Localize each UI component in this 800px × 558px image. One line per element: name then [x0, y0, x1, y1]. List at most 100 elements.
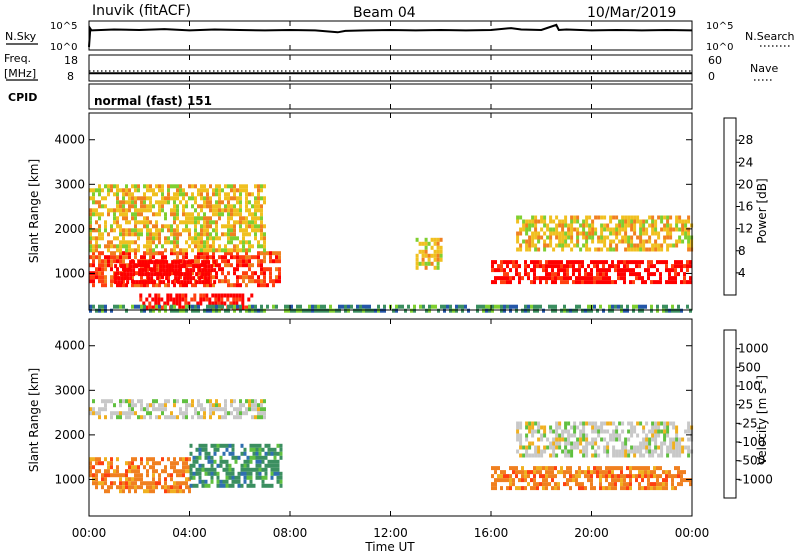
- heatmap-cell: [159, 260, 163, 265]
- heatmap-cell: [116, 248, 119, 253]
- heatmap-cell: [146, 489, 149, 494]
- heatmap-cell: [515, 486, 518, 491]
- heatmap-cell: [497, 478, 500, 483]
- heatmap-cell: [257, 208, 260, 213]
- heatmap-cell: [669, 441, 673, 446]
- heatmap-cell: [606, 223, 610, 228]
- heatmap-cell: [599, 474, 602, 479]
- heatmap-cell: [197, 248, 200, 253]
- heatmap-cell: [437, 308, 440, 313]
- heatmap-cell: [182, 192, 185, 197]
- heatmap-cell: [680, 260, 683, 265]
- heatmap-cell: [602, 268, 605, 273]
- heatmap-cell: [650, 260, 653, 265]
- heatmap-cell: [231, 451, 235, 456]
- heatmap-cell: [272, 279, 275, 284]
- heatmap-cell: [179, 489, 182, 494]
- heatmap-cell: [545, 474, 548, 479]
- heatmap-cell: [257, 240, 260, 245]
- heatmap-cell: [95, 208, 98, 213]
- heatmap-cell: [183, 280, 187, 285]
- heatmap-cell: [152, 248, 155, 253]
- heatmap-cell: [233, 399, 236, 404]
- heatmap-cell: [221, 304, 224, 309]
- heatmap-cell: [116, 271, 119, 276]
- heatmap-cell: [146, 469, 149, 474]
- heatmap-cell: [157, 301, 161, 306]
- heatmap-cell: [573, 445, 577, 450]
- heatmap-cell: [645, 231, 649, 236]
- heatmap-cell: [596, 308, 599, 313]
- heatmap-cell: [656, 268, 659, 273]
- heatmap-cell: [545, 272, 548, 277]
- heatmap-cell: [257, 403, 260, 408]
- heatmap-cell: [585, 433, 589, 438]
- heatmap-cell: [122, 283, 125, 288]
- heatmap-cell: [566, 478, 569, 483]
- heatmap-cell: [660, 445, 664, 450]
- heatmap-cell: [179, 469, 182, 474]
- heatmap-cell: [455, 304, 458, 309]
- heatmap-cell: [671, 264, 674, 269]
- heatmap-cell: [335, 308, 338, 313]
- heatmap-cell: [206, 188, 209, 193]
- heatmap-cell: [555, 421, 559, 426]
- heatmap-cell: [200, 232, 203, 237]
- heatmap-cell: [126, 272, 130, 277]
- heatmap-cell: [569, 260, 572, 265]
- heatmap-cell: [494, 466, 497, 471]
- heatmap-cell: [621, 453, 625, 458]
- heatmap-cell: [140, 263, 143, 268]
- heatmap-cell: [89, 411, 92, 416]
- heatmap-cell: [158, 204, 161, 209]
- heatmap-cell: [671, 474, 674, 479]
- heatmap-cell: [657, 425, 661, 430]
- heatmap-cell: [672, 449, 676, 454]
- heatmap-cell: [254, 196, 257, 201]
- heatmap-cell: [614, 482, 617, 487]
- heatmap-cell: [158, 236, 161, 241]
- heatmap-cell: [134, 411, 137, 416]
- heatmap-cell: [155, 244, 158, 249]
- heatmap-cell: [249, 459, 253, 464]
- heatmap-cell: [433, 253, 437, 258]
- heatmap-cell: [128, 192, 131, 197]
- heatmap-cell: [654, 219, 658, 224]
- heatmap-cell: [101, 232, 104, 237]
- heatmap-cell: [687, 227, 691, 232]
- heatmap-cell: [249, 471, 253, 476]
- heatmap-cell: [148, 301, 152, 306]
- heatmap-cell: [257, 188, 260, 193]
- heatmap-cell: [260, 188, 263, 193]
- heatmap-cell: [672, 425, 676, 430]
- heatmap-cell: [104, 204, 107, 209]
- heatmap-cell: [231, 475, 235, 480]
- heatmap-cell: [152, 283, 155, 288]
- heatmap-cell: [125, 188, 128, 193]
- heatmap-cell: [95, 200, 98, 205]
- heatmap-cell: [239, 263, 242, 268]
- heatmap-cell: [581, 470, 584, 475]
- heatmap-cell: [567, 433, 571, 438]
- heatmap-cell: [597, 429, 601, 434]
- heatmap-cell: [239, 220, 242, 225]
- heatmap-cell: [188, 220, 191, 225]
- heatmap-cell: [618, 453, 622, 458]
- heatmap-cell: [642, 219, 646, 224]
- heatmap-cell: [629, 478, 632, 483]
- heatmap-cell: [651, 421, 655, 426]
- heatmap-cell: [561, 223, 565, 228]
- heatmap-cell: [92, 208, 95, 213]
- heatmap-cell: [549, 235, 553, 240]
- heatmap-cell: [207, 260, 211, 265]
- heatmap-cell: [686, 268, 689, 273]
- heatmap-cell: [101, 399, 104, 404]
- heatmap-cell: [651, 215, 655, 220]
- heatmap-cell: [653, 470, 656, 475]
- heatmap-cell: [246, 463, 250, 468]
- heatmap-cell: [572, 264, 575, 269]
- heatmap-cell: [224, 204, 227, 209]
- heatmap-cell: [182, 220, 185, 225]
- heatmap-cell: [185, 461, 188, 466]
- heatmap-cell: [233, 407, 236, 412]
